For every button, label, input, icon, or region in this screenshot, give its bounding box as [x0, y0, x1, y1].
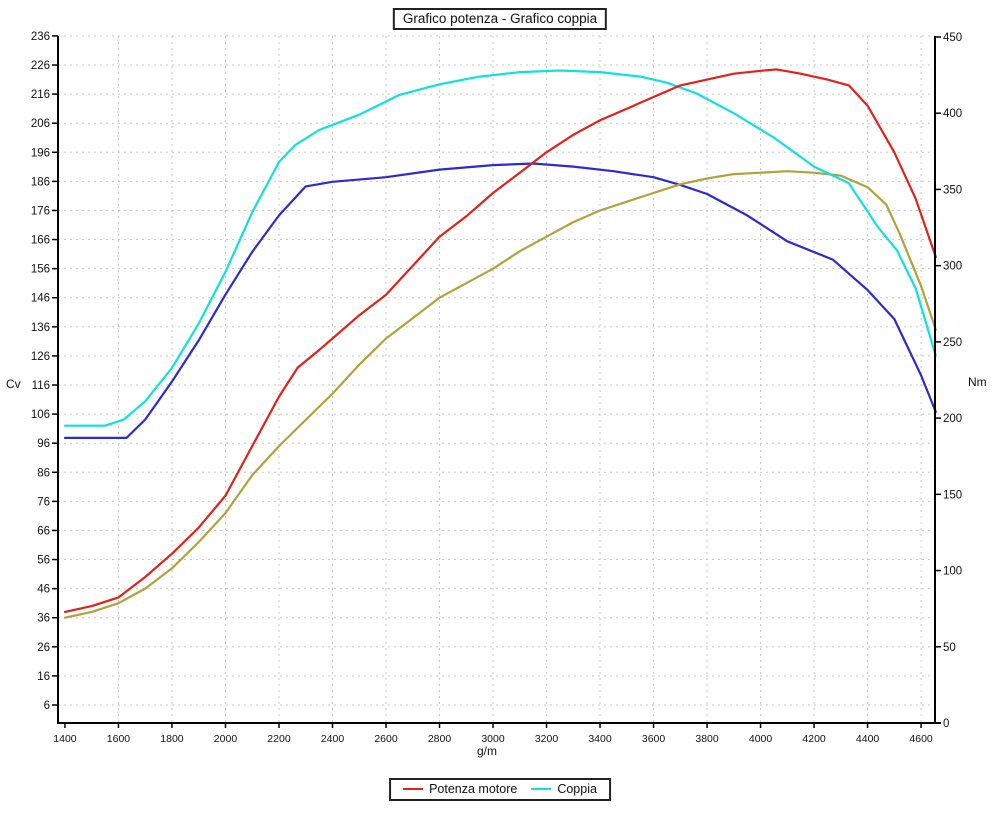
tick-label: 226: [31, 60, 50, 72]
tick-label: 50: [943, 642, 956, 654]
tick-label: 156: [31, 264, 50, 276]
legend-label-potenza-motore: Potenza motore: [429, 782, 518, 796]
series-coppia-originale: [63, 162, 937, 439]
tick-label: 206: [31, 118, 50, 130]
tick-label: 146: [31, 293, 50, 305]
series-lines: [63, 68, 937, 619]
tick-label: 106: [31, 409, 50, 421]
legend-item-potenza-motore: Potenza motore: [403, 782, 517, 796]
tick-label: 196: [31, 147, 50, 159]
tick-label: 76: [37, 496, 50, 508]
legend-item-coppia: Coppia: [531, 782, 597, 796]
tick-label: 2200: [267, 733, 291, 745]
tick-label: 1400: [53, 733, 77, 745]
tick-label: 4600: [909, 733, 933, 745]
series-potenza-motore: [63, 68, 937, 614]
gridlines: [58, 35, 935, 723]
tick-label: 250: [943, 337, 962, 349]
series-coppia: [63, 69, 937, 427]
legend: Potenza motore Coppia: [389, 778, 611, 801]
tick-label: 236: [31, 31, 50, 43]
tick-label: 3600: [642, 733, 666, 745]
potenza-motore-line-swatch: [403, 788, 424, 790]
tick-label: 3000: [481, 733, 505, 745]
right-axis-unit-label: Nm: [968, 375, 987, 389]
axes: [52, 35, 941, 728]
tick-label: 26: [37, 642, 50, 654]
tick-label: 186: [31, 176, 50, 188]
tick-label: 3800: [695, 733, 719, 745]
tick-label: 66: [37, 525, 50, 537]
tick-label: 3200: [535, 733, 559, 745]
tick-label: 36: [37, 613, 50, 625]
series-potenza-originale: [63, 170, 937, 619]
coppia-line-swatch: [531, 788, 552, 790]
tick-label: 4000: [749, 733, 773, 745]
tick-label: 200: [943, 413, 962, 425]
x-axis-label: g/m: [477, 744, 498, 758]
tick-label: 0: [943, 718, 949, 730]
tick-label: 1600: [107, 733, 131, 745]
tick-label: 450: [943, 32, 962, 44]
tick-label: 350: [943, 184, 962, 196]
tick-label: 2000: [214, 733, 238, 745]
tick-label: 3400: [588, 733, 612, 745]
tick-label: 136: [31, 322, 50, 334]
tick-label: 2800: [428, 733, 452, 745]
tick-label: 216: [31, 89, 50, 101]
tick-label: 1800: [160, 733, 184, 745]
tick-label: 86: [37, 467, 50, 479]
tick-label: 2600: [374, 733, 398, 745]
tick-label: 4400: [856, 733, 880, 745]
tick-label: 176: [31, 205, 50, 217]
tick-label: 96: [37, 438, 50, 450]
tick-label: 46: [37, 584, 50, 596]
chart-title: Grafico potenza - Grafico coppia: [392, 8, 608, 30]
tick-label: 4200: [802, 733, 826, 745]
tick-label: 166: [31, 235, 50, 247]
tick-label: 2400: [321, 733, 345, 745]
tick-label: 16: [37, 671, 50, 683]
axis-tick-labels: 2362262162061961861761661561461361261161…: [31, 31, 962, 745]
tick-label: 56: [37, 555, 50, 567]
tick-label: 6: [44, 700, 50, 712]
tick-label: 300: [943, 261, 962, 273]
tick-label: 150: [943, 489, 962, 501]
tick-label: 126: [31, 351, 50, 363]
legend-label-coppia: Coppia: [557, 782, 597, 796]
tick-label: 100: [943, 566, 962, 578]
tick-label: 116: [32, 380, 50, 392]
left-axis-unit-label: Cv: [6, 377, 21, 391]
tick-label: 400: [943, 108, 962, 120]
